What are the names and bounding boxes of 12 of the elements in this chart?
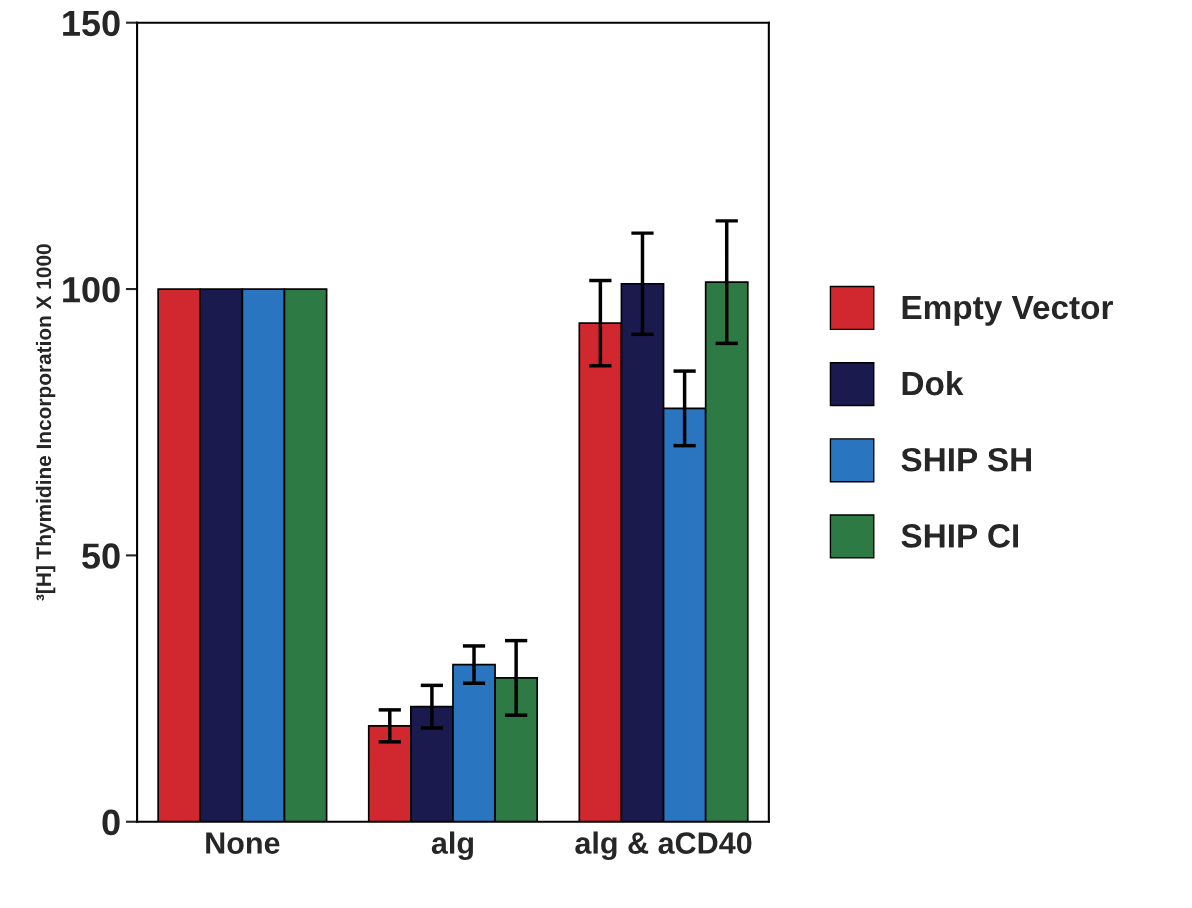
y-tick-label: 150 xyxy=(63,10,120,37)
legend-label: SHIP SH xyxy=(901,447,1031,472)
x-tick-label: None xyxy=(206,832,280,854)
legend-label: Dok xyxy=(902,370,964,396)
y-tick-label: 50 xyxy=(82,543,120,569)
y-tick-label: 0 xyxy=(102,809,120,836)
x-tick-label: alg xyxy=(431,831,473,861)
legend-label: Empty Vector xyxy=(902,295,1113,326)
y-axis-title: ³[H] Thymidine Incorporation X 1000 xyxy=(35,244,56,601)
y-tick-label: 100 xyxy=(63,276,120,303)
legend-label: SHIP CI xyxy=(901,524,1019,548)
x-tick-label: alg & aCD40 xyxy=(575,831,752,861)
